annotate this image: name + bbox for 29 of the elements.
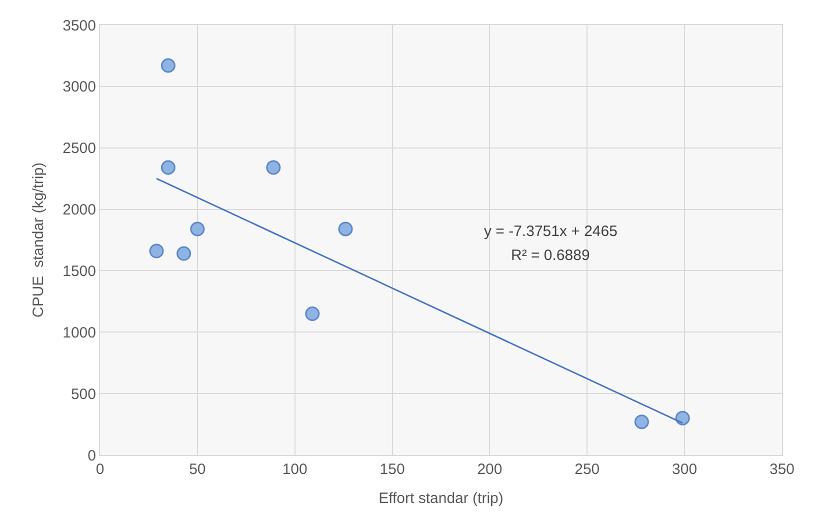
y-tick-label: 2000 [62,202,96,219]
x-axis-title: Effort standar (trip) [378,490,504,507]
annotation: y = -7.3751x + 2465 [484,223,618,240]
x-tick-label: 50 [189,461,206,478]
y-tick-label: 0 [88,447,96,464]
x-tick-label: 200 [477,461,502,478]
x-tick-label: 100 [282,461,308,478]
y-tick-label: 1500 [62,262,96,280]
x-tick-label: 150 [380,461,405,478]
y-tick-label: 3500 [62,17,96,34]
point [160,58,176,73]
point [149,244,164,258]
x-tick-label: 250 [574,461,600,478]
point [190,222,205,236]
x-tick-label: 350 [769,461,795,478]
y-tick-label: 2500 [62,140,96,158]
y-tick-label: 500 [70,386,96,403]
point [176,246,192,261]
y-tick-label: 1000 [62,324,96,342]
annotation: R² = 0.6889 [511,247,590,264]
point [305,306,320,321]
y-tick-label: 3000 [62,78,96,96]
point [266,160,281,175]
point [160,160,176,175]
point [675,410,690,426]
point [634,414,649,430]
y-axis-title: CPUE standar (kg/trip) [30,162,47,318]
point [338,222,353,236]
x-tick-label: 300 [672,461,698,478]
